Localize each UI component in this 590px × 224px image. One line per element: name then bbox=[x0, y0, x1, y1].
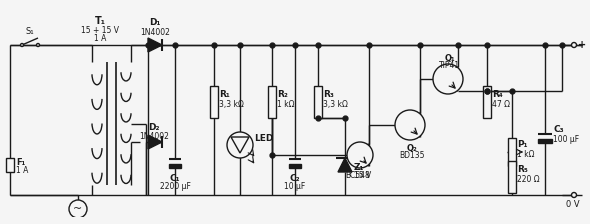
Text: Z₁: Z₁ bbox=[354, 162, 365, 172]
Text: 2200 μF: 2200 μF bbox=[159, 181, 191, 190]
Text: 3,3 kΩ: 3,3 kΩ bbox=[323, 99, 348, 108]
Text: LED: LED bbox=[254, 134, 273, 142]
Text: 47 Ω: 47 Ω bbox=[492, 99, 510, 108]
Text: TIP41: TIP41 bbox=[440, 61, 461, 70]
Bar bbox=[538, 139, 552, 143]
Bar bbox=[314, 86, 322, 118]
Polygon shape bbox=[148, 38, 162, 52]
Bar bbox=[210, 86, 218, 118]
Text: T₁: T₁ bbox=[94, 16, 106, 26]
Text: BC548: BC548 bbox=[345, 171, 370, 180]
Text: ~: ~ bbox=[73, 204, 83, 214]
Text: D₂: D₂ bbox=[148, 123, 160, 131]
Text: R₃: R₃ bbox=[323, 90, 334, 99]
Text: R₂: R₂ bbox=[277, 90, 288, 99]
Circle shape bbox=[395, 110, 425, 140]
Bar bbox=[483, 86, 491, 118]
Circle shape bbox=[69, 200, 87, 218]
Circle shape bbox=[227, 132, 253, 158]
Text: 1 A: 1 A bbox=[94, 34, 106, 43]
Circle shape bbox=[21, 43, 24, 47]
Text: D₁: D₁ bbox=[149, 17, 160, 26]
Text: S₁: S₁ bbox=[26, 27, 34, 36]
Text: R₄: R₄ bbox=[492, 90, 503, 99]
Text: 1N4002: 1N4002 bbox=[139, 131, 169, 140]
Text: 1 kΩ: 1 kΩ bbox=[277, 99, 294, 108]
Polygon shape bbox=[231, 137, 249, 153]
Text: R₅: R₅ bbox=[517, 164, 528, 174]
Bar bbox=[6, 158, 14, 172]
Bar bbox=[169, 164, 181, 168]
Text: C₃: C₃ bbox=[553, 125, 563, 134]
Text: 0 V: 0 V bbox=[566, 200, 579, 209]
Text: C₂: C₂ bbox=[290, 174, 300, 183]
Text: C₁: C₁ bbox=[170, 174, 181, 183]
Text: 100 μF: 100 μF bbox=[553, 134, 579, 144]
Text: 1N4002: 1N4002 bbox=[140, 28, 170, 37]
Bar bbox=[289, 164, 301, 168]
Bar bbox=[508, 138, 516, 166]
Bar bbox=[508, 161, 516, 193]
Polygon shape bbox=[148, 135, 162, 149]
Text: P₁: P₁ bbox=[517, 140, 527, 149]
Text: 10 μF: 10 μF bbox=[284, 181, 306, 190]
Text: F₁: F₁ bbox=[16, 157, 25, 166]
Text: Q₁: Q₁ bbox=[445, 54, 455, 63]
Circle shape bbox=[572, 192, 576, 198]
Text: 15 V: 15 V bbox=[354, 170, 371, 179]
Circle shape bbox=[37, 43, 40, 47]
Text: 15 + 15 V: 15 + 15 V bbox=[81, 26, 119, 34]
Circle shape bbox=[347, 142, 373, 168]
Bar bbox=[268, 86, 276, 118]
Circle shape bbox=[433, 64, 463, 94]
Text: R₁: R₁ bbox=[219, 90, 230, 99]
Text: 220 Ω: 220 Ω bbox=[517, 174, 540, 183]
Text: BD135: BD135 bbox=[399, 151, 425, 160]
Text: +: + bbox=[578, 40, 589, 50]
Polygon shape bbox=[338, 158, 352, 172]
Circle shape bbox=[572, 43, 576, 47]
Text: 1 A: 1 A bbox=[16, 166, 28, 174]
Text: 1 kΩ: 1 kΩ bbox=[517, 149, 535, 159]
Text: Q₂: Q₂ bbox=[407, 144, 417, 153]
Text: 3,3 kΩ: 3,3 kΩ bbox=[219, 99, 244, 108]
